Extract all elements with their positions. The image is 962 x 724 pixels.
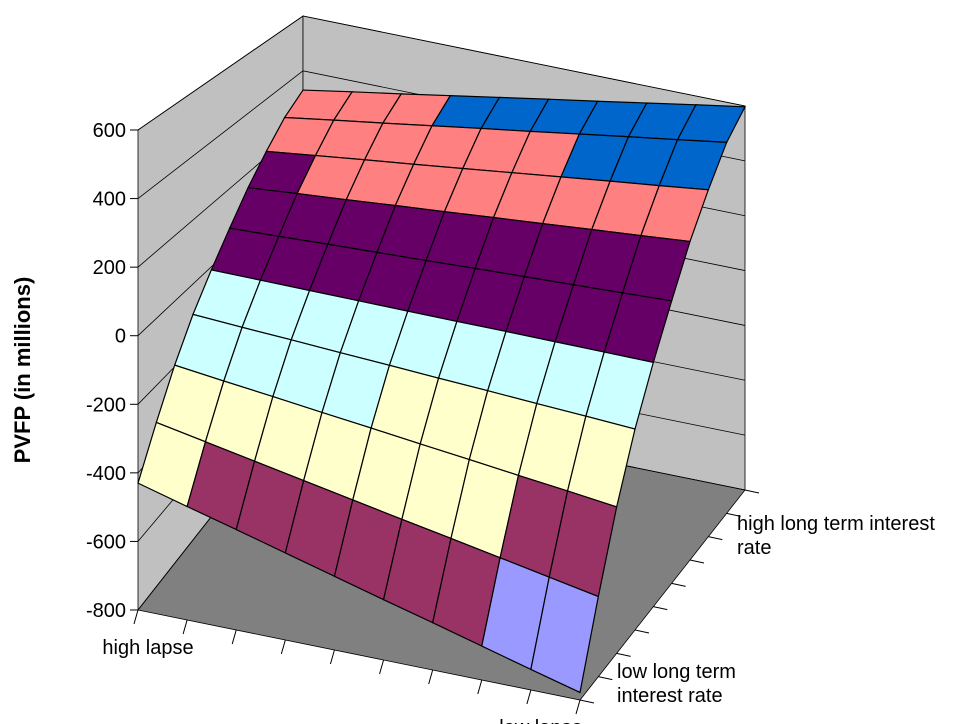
depth-tick (689, 559, 705, 564)
x-tick (477, 679, 483, 695)
y-axis-label: PVFP (in millions) (10, 277, 35, 464)
grid-line (137, 15, 746, 131)
y-tick-label: 600 (93, 120, 126, 142)
y-tick-label: -200 (86, 394, 126, 416)
depth-tick (708, 536, 723, 541)
depth-tick-label: high long term interest rate (737, 513, 935, 559)
x-tick (329, 649, 335, 665)
x-tick (575, 699, 581, 715)
depth-tick-label: low long term interest rate (617, 661, 736, 707)
x-tick (280, 639, 286, 655)
y-tick-label: -600 (86, 531, 126, 553)
depth-tick (616, 652, 631, 657)
x-tick-label: high lapse (102, 637, 193, 659)
x-tick (231, 629, 237, 645)
y-tick-label: 400 (93, 189, 126, 211)
depth-tick (598, 676, 613, 681)
depth-tick (579, 699, 595, 704)
y-tick-label: 0 (115, 326, 126, 348)
x-tick (379, 659, 385, 675)
x-tick (526, 689, 532, 705)
y-tick-label: -400 (86, 463, 126, 485)
depth-tick (634, 629, 650, 634)
x-tick-label: low lapse (499, 717, 582, 724)
x-tick (182, 619, 188, 635)
x-tick (428, 669, 434, 685)
y-tick-label: 200 (93, 257, 126, 279)
depth-tick (671, 582, 686, 587)
surface-cell (530, 576, 600, 694)
x-tick (133, 609, 139, 625)
depth-tick (726, 512, 741, 517)
y-tick-label: -800 (86, 600, 126, 622)
depth-tick (653, 606, 668, 611)
depth-tick (744, 489, 760, 494)
